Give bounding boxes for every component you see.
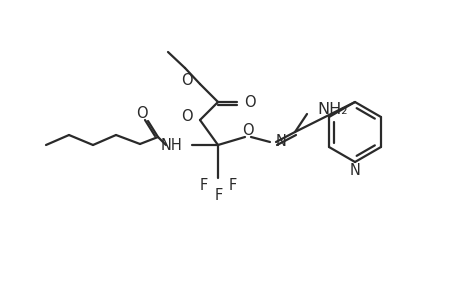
Text: N: N xyxy=(275,134,286,148)
Text: O: O xyxy=(136,106,147,121)
Text: NH: NH xyxy=(160,137,182,152)
Text: N: N xyxy=(349,163,360,178)
Text: O: O xyxy=(241,122,253,137)
Text: O: O xyxy=(181,73,193,88)
Text: O: O xyxy=(181,109,193,124)
Text: F: F xyxy=(214,188,223,203)
Text: F: F xyxy=(200,178,207,194)
Text: O: O xyxy=(243,94,255,110)
Text: NH₂: NH₂ xyxy=(316,101,347,116)
Text: F: F xyxy=(229,178,236,194)
